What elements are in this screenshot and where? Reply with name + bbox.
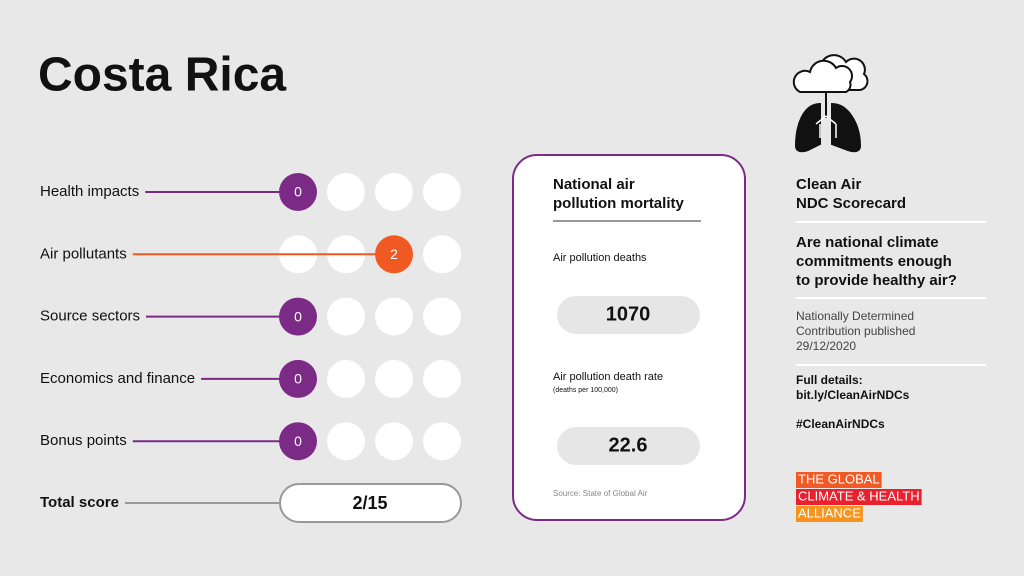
score-rows: Health impacts 0 Air pollutants 2 Source sec… — [40, 173, 462, 523]
details: bit.ly/CleanAirNDCs — [796, 388, 910, 402]
pill — [557, 296, 700, 334]
score-value: 0 — [294, 184, 302, 200]
score-value: 0 — [294, 433, 302, 449]
source: Source: State of Global Air — [553, 489, 648, 498]
score-marker — [279, 297, 317, 336]
score-slot — [375, 422, 413, 461]
score-slot — [375, 359, 413, 398]
score-slot — [423, 359, 461, 398]
row-label: Source sectors — [40, 308, 140, 325]
details: Full details: — [796, 373, 863, 387]
score-slot — [423, 235, 461, 274]
score-marker — [279, 359, 317, 398]
hashtag: #CleanAirNDCs — [796, 417, 885, 431]
score-value: 0 — [294, 308, 302, 324]
score-slot — [423, 297, 461, 336]
score-slot — [423, 173, 461, 211]
question: to provide healthy air? — [796, 272, 957, 289]
deaths-label: Air pollution deaths — [553, 252, 647, 264]
logo-text: ALLIANCE — [798, 505, 861, 520]
sidebar-title: Clean Air — [796, 176, 861, 193]
score-slot — [327, 422, 365, 461]
logo: THE GLOBAL CLIMATE & HEALTH ALLIANCE — [796, 471, 922, 522]
score-slot — [423, 422, 461, 461]
sidebar-title: NDC Scorecard — [796, 195, 906, 212]
row-label: Health impacts — [40, 183, 139, 200]
card-heading: pollution mortality — [553, 195, 684, 212]
score-marker — [375, 235, 413, 274]
total-value: 2/15 — [352, 493, 387, 513]
published: 29/12/2020 — [796, 339, 856, 353]
score-slot — [327, 173, 365, 211]
question: commitments enough — [796, 253, 952, 270]
logo-text: THE GLOBAL — [798, 471, 880, 486]
published: Nationally Determined — [796, 309, 914, 323]
card-heading: National air — [553, 176, 635, 193]
published: Contribution published — [796, 324, 915, 338]
logo-band — [796, 489, 922, 505]
row-label: Bonus points — [40, 432, 127, 449]
score-marker — [279, 422, 317, 461]
score-slot — [327, 359, 365, 398]
score-slot — [327, 297, 365, 336]
row-label: Air pollutants — [40, 245, 127, 262]
row-label: Economics and finance — [40, 370, 195, 387]
rate-value: 22.6 — [609, 434, 648, 456]
logo-band — [796, 506, 863, 522]
score-slot — [375, 297, 413, 336]
pill — [557, 427, 700, 465]
logo-text: CLIMATE & HEALTH — [798, 488, 920, 503]
lungs-cloud-icon — [792, 54, 869, 153]
logo-band — [796, 472, 882, 488]
rate-label: Air pollution death rate — [553, 371, 663, 383]
deaths-value: 1070 — [606, 303, 651, 325]
score-value: 0 — [294, 371, 302, 387]
score-marker — [279, 173, 317, 211]
rate-unit: (deaths per 100,000) — [553, 387, 618, 394]
total-box — [279, 483, 462, 523]
total-label: Total score — [40, 494, 119, 511]
score-slot — [375, 173, 413, 211]
country-title: Costa Rica — [38, 49, 286, 102]
question: Are national climate — [796, 234, 939, 251]
score-value: 2 — [390, 246, 398, 262]
